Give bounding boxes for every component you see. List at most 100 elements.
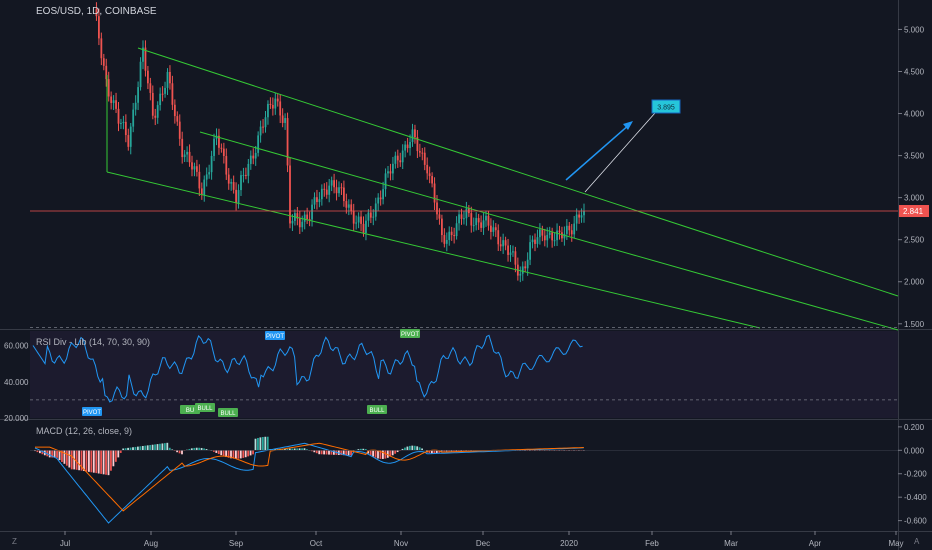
channel-upper-line [137,47,899,297]
candle-body [421,152,424,154]
candle-body [573,223,576,235]
rsi-marker-label: PIVOT [401,332,419,338]
candle-body [213,138,215,156]
auto-scale-button[interactable]: A [914,537,920,546]
macd-histogram-bar [53,450,56,458]
macd-histogram-bar [232,450,235,459]
candle-body [308,219,311,221]
candle-body [147,70,149,84]
candle-body [235,189,237,203]
macd-histogram-bar [445,450,448,452]
macd-histogram-bar [137,446,139,451]
candle-body [193,166,196,170]
macd-histogram-bar [68,450,71,468]
candle-body [539,229,541,238]
price-tick-label: 2.500 [904,236,925,245]
price-tick-label: 5.000 [904,25,925,34]
macd-tick-label: -0.600 [904,517,927,526]
candle-body [404,144,407,151]
macd-histogram-bar [350,450,352,456]
candle-body [205,174,208,180]
candle-body [507,245,509,255]
candle-body [164,87,166,94]
rsi-marker-label: BULL [220,411,236,417]
candle-body [389,171,392,174]
macd-histogram-bar [117,450,120,458]
candle-body [406,144,409,149]
macd-histogram-bar [75,450,78,470]
macd-histogram-bar [95,450,98,474]
macd-histogram-bar [328,450,330,455]
macd-histogram-bar [443,450,446,452]
candle-body [384,173,387,190]
candle-body [548,232,551,235]
rsi-panel-background [30,331,898,418]
candle-body [137,87,139,103]
candle-body [320,188,323,200]
macd-histogram-bar [257,437,259,451]
macd-histogram-bar [114,450,117,462]
macd-histogram-bar [374,450,377,458]
macd-histogram-bar [124,448,127,451]
candle-body [198,171,201,189]
macd-histogram-bar [357,449,360,451]
macd-histogram-bar [217,450,220,455]
candle-body [247,163,250,176]
price-tick-label: 1.500 [904,320,925,329]
candle-body [521,266,524,274]
candle-body [301,221,304,228]
macd-histogram-bar [296,448,299,451]
candle-body [296,213,299,219]
candle-body [110,96,113,103]
macd-histogram-bar [100,450,103,474]
candle-body [242,174,245,176]
macd-histogram-bar [448,450,450,452]
candle-body [445,239,448,244]
macd-histogram-bar [462,450,465,452]
macd-histogram-bar [51,450,54,458]
candle-body [323,188,326,190]
candle-body [355,222,358,224]
macd-histogram-bar [200,447,203,451]
candle-body [399,160,402,163]
rsi-marker-bull [400,329,420,338]
candle-body [237,190,240,203]
macd-histogram-bar [63,450,66,464]
macd-histogram-bar [367,450,370,454]
candle-body [487,215,490,226]
time-tick-label: Dec [476,539,490,548]
candle-body [367,212,370,221]
candle-body [144,47,147,71]
candle-body [524,266,527,269]
macd-histogram-bar [457,450,460,452]
macd-histogram-bar [406,446,409,451]
candle-body [281,115,284,123]
candle-body [409,141,411,149]
macd-histogram-bar [156,444,159,451]
candle-body [379,197,382,200]
candle-body [264,117,267,128]
candle-body [438,214,441,219]
candle-body [433,183,436,203]
macd-histogram-bar [342,450,345,456]
candle-body [279,101,282,116]
macd-histogram-bar [70,450,73,470]
scale-z-button[interactable]: Z [12,537,17,546]
macd-histogram-bar [453,450,455,452]
candle-body [575,214,578,224]
candle-body [453,235,456,237]
candle-body [541,229,544,236]
macd-histogram-bar [247,450,250,457]
candle-body [230,182,233,184]
macd-histogram-bar [310,450,313,452]
candle-body [431,176,433,184]
candle-body [480,222,482,228]
macd-histogram-bar [34,450,36,452]
rsi-line [32,334,583,403]
macd-histogram-bar [92,450,95,473]
macd-histogram-bar [389,450,392,457]
macd-histogram-bar [286,448,289,451]
macd-histogram-bar [379,450,382,459]
